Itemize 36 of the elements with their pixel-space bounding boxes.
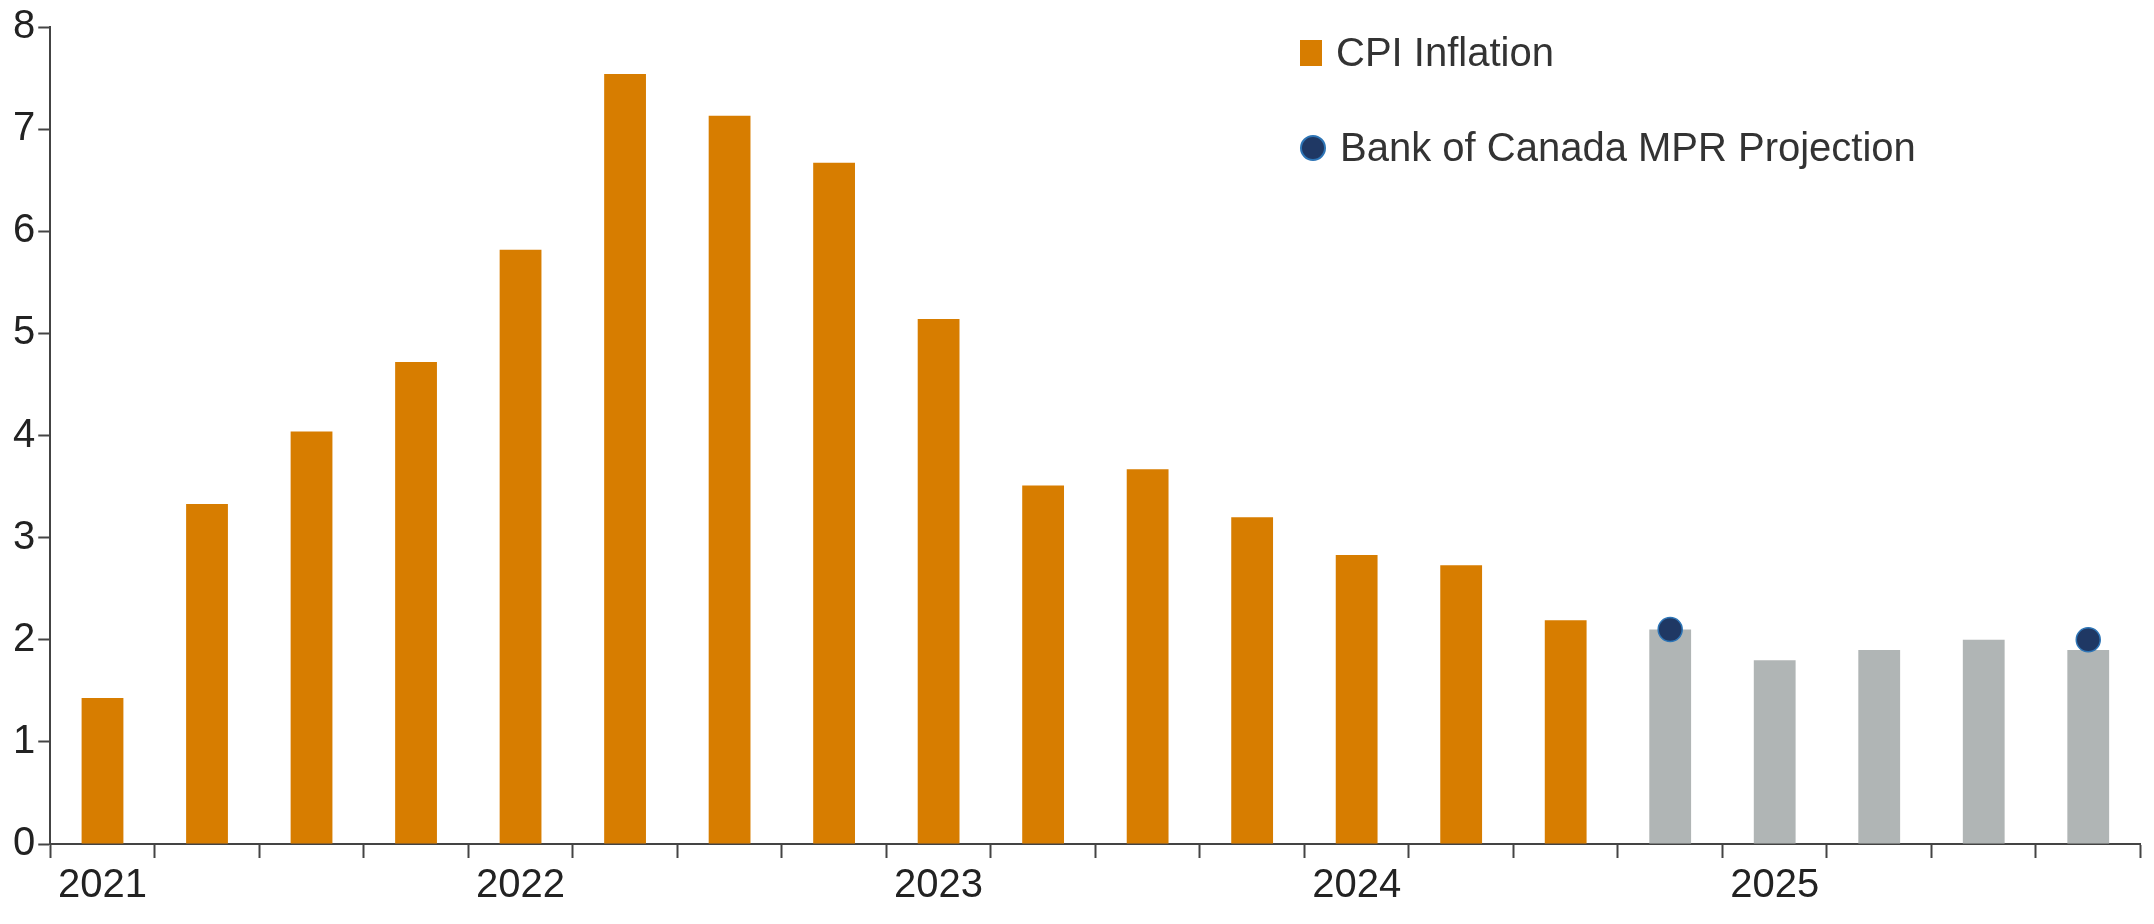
bar (1649, 629, 1692, 844)
y-tick-label: 2 (13, 614, 36, 659)
y-tick-label: 7 (13, 104, 36, 149)
x-tick-label: 2021 (58, 861, 147, 906)
bar (1335, 554, 1378, 844)
bar (708, 115, 751, 844)
bar (1544, 620, 1587, 844)
y-tick-label: 5 (13, 308, 36, 353)
bar (1126, 469, 1169, 844)
bar (2067, 649, 2110, 844)
bar (1440, 565, 1483, 844)
y-tick-label: 8 (13, 2, 36, 47)
x-tick-label: 2022 (476, 861, 566, 906)
bar (604, 73, 646, 844)
y-tick-label: 1 (13, 716, 36, 761)
bar (499, 249, 542, 844)
bar (1022, 485, 1065, 844)
bar (1231, 517, 1274, 844)
bar (813, 162, 855, 844)
x-tick-label: 2025 (1730, 861, 1820, 906)
x-tick-label: 2023 (894, 861, 984, 906)
bar (186, 503, 228, 844)
legend-label: CPI Inflation (1336, 30, 1554, 75)
bar (81, 697, 124, 844)
bar (917, 319, 960, 844)
bar (1962, 639, 2005, 844)
y-tick-label: 4 (13, 410, 36, 455)
legend-label: Bank of Canada MPR Projection (1340, 125, 1916, 170)
bar (1858, 649, 1901, 844)
bar (1753, 660, 1796, 844)
y-tick-label: 3 (13, 512, 36, 557)
x-tick-label: 2024 (1312, 861, 1402, 906)
bar (395, 361, 437, 844)
y-tick-label: 6 (13, 206, 36, 251)
bar (290, 431, 333, 844)
y-tick-label: 0 (13, 819, 36, 864)
